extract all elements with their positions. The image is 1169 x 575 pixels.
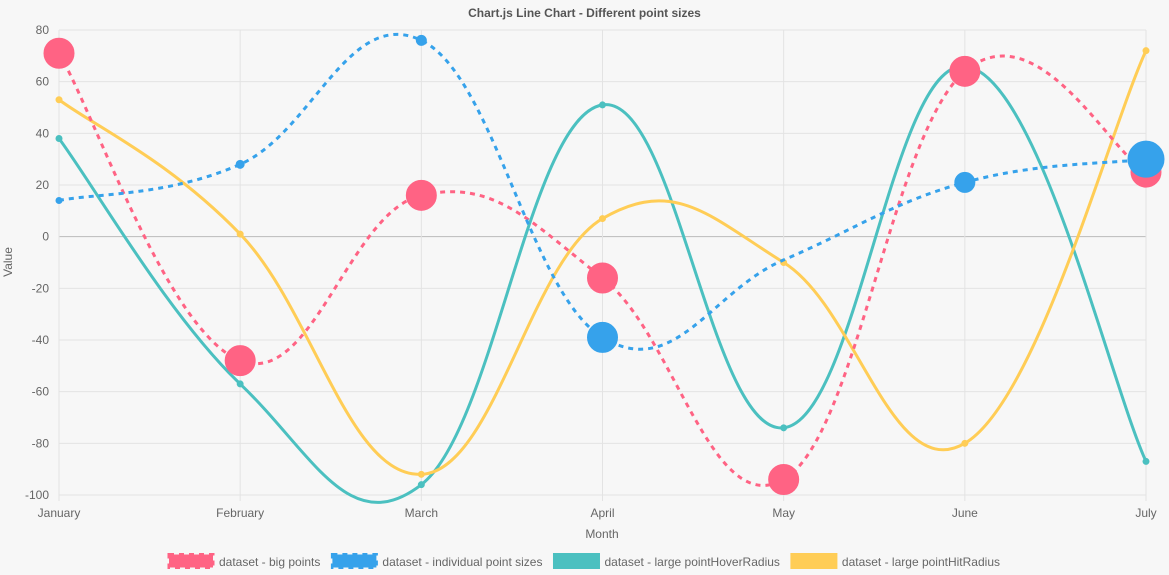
- data-point[interactable]: [415, 34, 427, 46]
- y-tick-label: -60: [32, 385, 50, 399]
- legend-swatch: [330, 553, 378, 569]
- data-point[interactable]: [954, 171, 976, 193]
- legend-label: dataset - individual point sizes: [382, 555, 542, 569]
- x-axis-label: Month: [585, 527, 618, 541]
- data-point[interactable]: [599, 101, 606, 109]
- y-axis-ticks: 80 60 40 20 0 -20 -40 -60 -80 -100: [25, 23, 49, 502]
- data-point[interactable]: [961, 439, 969, 447]
- data-point[interactable]: [236, 380, 244, 388]
- x-tick-label: April: [590, 506, 614, 520]
- y-tick-label: -20: [32, 281, 50, 295]
- data-point[interactable]: [587, 321, 618, 353]
- y-tick-label: -100: [25, 488, 49, 502]
- x-tick-label: May: [772, 506, 795, 520]
- y-tick-label: -80: [32, 436, 50, 450]
- series-1: [55, 32, 1165, 353]
- x-tick-label: March: [405, 506, 438, 520]
- data-point[interactable]: [949, 55, 981, 87]
- legend-item[interactable]: dataset - large pointHitRadius: [790, 553, 1000, 570]
- y-tick-label: 20: [36, 178, 50, 192]
- y-tick-label: -40: [32, 333, 50, 347]
- data-point[interactable]: [780, 424, 788, 432]
- data-point[interactable]: [224, 345, 256, 377]
- y-tick-label: 0: [42, 230, 49, 244]
- data-point[interactable]: [235, 159, 245, 169]
- data-point[interactable]: [1142, 457, 1150, 465]
- legend-label: dataset - large pointHitRadius: [842, 555, 1000, 569]
- data-point[interactable]: [236, 230, 244, 238]
- data-point[interactable]: [768, 464, 800, 495]
- legend-item[interactable]: dataset - individual point sizes: [330, 553, 542, 570]
- legend-item[interactable]: dataset - big points: [167, 553, 320, 570]
- x-axis-ticks: January February March April May June July: [38, 506, 1157, 520]
- legend[interactable]: dataset - big points dataset - individual…: [167, 553, 1000, 570]
- data-point[interactable]: [405, 179, 437, 211]
- series-layer: [43, 32, 1165, 504]
- x-tick-label: January: [38, 506, 81, 520]
- data-point[interactable]: [1142, 47, 1150, 55]
- legend-label: dataset - large pointHoverRadius: [604, 555, 779, 569]
- x-tick-label: June: [952, 506, 978, 520]
- y-tick-label: 40: [36, 126, 50, 140]
- chart-title: Chart.js Line Chart - Different point si…: [468, 6, 701, 20]
- data-point[interactable]: [55, 197, 63, 204]
- x-tick-label: February: [216, 506, 264, 520]
- data-point[interactable]: [55, 96, 63, 104]
- legend-swatch: [167, 553, 215, 569]
- data-point[interactable]: [417, 481, 425, 489]
- y-axis-label: Value: [1, 247, 15, 277]
- data-point[interactable]: [1127, 140, 1165, 178]
- x-tick-label: July: [1135, 506, 1156, 520]
- series-3: [55, 47, 1150, 478]
- legend-label: dataset - big points: [219, 555, 320, 569]
- series-0: [43, 37, 1162, 495]
- legend-item[interactable]: dataset - large pointHoverRadius: [552, 553, 780, 570]
- series-line: [58, 32, 1147, 351]
- legend-swatch: [790, 553, 838, 569]
- legend-swatch: [552, 553, 600, 569]
- data-point[interactable]: [587, 262, 618, 294]
- data-point[interactable]: [599, 215, 606, 223]
- y-tick-label: 60: [36, 75, 50, 89]
- data-point[interactable]: [417, 470, 425, 478]
- data-point[interactable]: [43, 37, 75, 69]
- data-point[interactable]: [55, 135, 63, 142]
- y-tick-label: 80: [36, 23, 50, 37]
